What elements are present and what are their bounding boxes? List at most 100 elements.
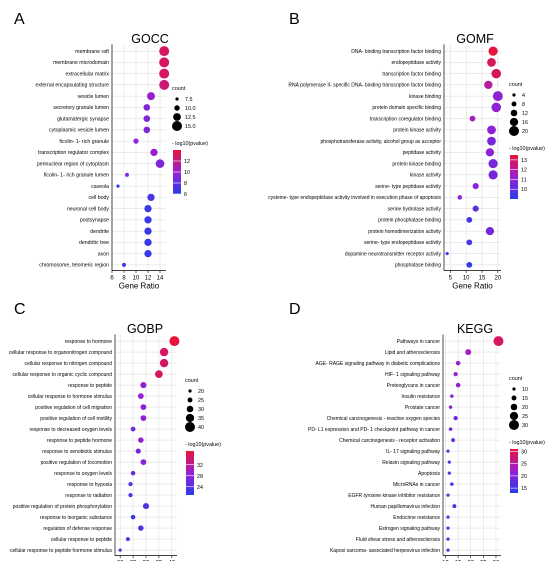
data-point bbox=[130, 426, 136, 432]
category-label: protein domain specific binding bbox=[372, 105, 441, 111]
size-legend-dot bbox=[186, 405, 194, 413]
data-point bbox=[159, 347, 169, 357]
category-label: dendrite bbox=[90, 229, 109, 235]
category-label: secretory granule lumen bbox=[53, 105, 109, 111]
category-label: response to peptide bbox=[68, 383, 112, 389]
category-label: Chemical carcinogenesis - reactive oxyge… bbox=[327, 416, 441, 422]
data-point bbox=[450, 482, 454, 486]
data-point bbox=[466, 217, 473, 223]
data-point bbox=[446, 537, 450, 541]
category-label: protein kinase activity bbox=[393, 128, 441, 134]
data-point bbox=[147, 92, 155, 101]
x-tick-label: 15 bbox=[479, 276, 486, 282]
data-point bbox=[140, 404, 147, 410]
data-point bbox=[453, 371, 458, 377]
data-point bbox=[150, 148, 158, 157]
data-point bbox=[140, 415, 147, 421]
size-legend-dot bbox=[509, 126, 519, 136]
data-point bbox=[492, 91, 503, 102]
category-label: PD- L1 expression and PD- 1 checkpoint p… bbox=[308, 427, 440, 433]
size-legend-dot bbox=[512, 387, 516, 391]
category-label: dopamine neurotransmitter receptor activ… bbox=[345, 251, 442, 257]
category-label: response to inorganic substance bbox=[40, 515, 112, 521]
data-point bbox=[159, 68, 170, 79]
color-legend-bar bbox=[510, 155, 518, 199]
panel-letter: D bbox=[289, 301, 301, 318]
x-tick-label: 6 bbox=[110, 276, 114, 282]
data-point bbox=[448, 405, 453, 409]
data-point bbox=[446, 526, 450, 530]
category-label: protein kinase binding bbox=[392, 161, 441, 167]
chart-title: GOMF bbox=[456, 32, 494, 46]
size-legend-label: 20 bbox=[522, 129, 528, 135]
category-label: transcription factor binding bbox=[382, 71, 441, 77]
category-label: membrane microdomain bbox=[53, 60, 109, 66]
data-point bbox=[466, 262, 473, 268]
data-point bbox=[450, 394, 454, 398]
size-legend-dot bbox=[511, 101, 517, 107]
color-legend-label: 28 bbox=[197, 474, 203, 480]
category-label: cellular response to hormone stimulus bbox=[28, 394, 113, 400]
category-label: RNA polymerase II- specific DNA- binding… bbox=[288, 83, 441, 89]
category-label: kinase binding bbox=[409, 94, 441, 100]
data-point bbox=[144, 204, 152, 213]
data-point bbox=[159, 57, 170, 68]
data-point bbox=[125, 172, 129, 177]
data-point bbox=[138, 437, 144, 443]
color-legend-label: 13 bbox=[521, 158, 527, 164]
color-legend-label: 8 bbox=[184, 181, 187, 187]
size-legend-label: 35 bbox=[198, 416, 204, 422]
category-label: transcription regulator complex bbox=[38, 150, 109, 156]
size-legend-label: 8 bbox=[522, 102, 525, 108]
data-point bbox=[446, 493, 450, 497]
color-legend-label: 25 bbox=[521, 462, 527, 468]
size-legend-dot bbox=[509, 411, 519, 421]
color-legend-title: - log10(pvalue) bbox=[509, 440, 545, 446]
size-legend-label: 30 bbox=[522, 423, 528, 429]
data-point bbox=[491, 68, 502, 79]
data-point bbox=[144, 249, 152, 258]
data-point bbox=[472, 205, 479, 212]
panel-gocc: A GOCC membrane raft membrane microdomain ex… bbox=[14, 11, 208, 291]
data-point bbox=[455, 382, 461, 388]
category-label: serine- type endopeptidase activity bbox=[364, 240, 441, 246]
category-label: external encapsulating structure bbox=[35, 83, 109, 89]
color-legend-title: - log10(pvalue) bbox=[509, 146, 545, 152]
data-point bbox=[447, 471, 451, 475]
data-point bbox=[147, 193, 155, 202]
category-label: vesicle lumen bbox=[78, 94, 110, 100]
category-label: regulation of defense response bbox=[43, 526, 112, 532]
color-legend-label: 15 bbox=[521, 486, 527, 492]
data-point bbox=[493, 336, 504, 347]
size-legend-label: 4 bbox=[522, 93, 525, 99]
data-point bbox=[155, 370, 163, 378]
size-legend-dot bbox=[188, 389, 192, 393]
category-label: positive regulation of cell motility bbox=[40, 416, 112, 422]
x-tick-label: 20 bbox=[494, 276, 501, 282]
size-legend-label: 12 bbox=[522, 111, 528, 117]
category-label: response to oxygen levels bbox=[54, 471, 112, 477]
size-legend-title: count bbox=[509, 82, 523, 88]
category-label: phosphatase binding bbox=[395, 263, 441, 269]
category-label: extracellular matrix bbox=[65, 71, 109, 77]
color-legend-bar bbox=[186, 451, 194, 495]
category-label: HIF- 1 signaling pathway bbox=[385, 372, 441, 378]
category-label: MicroRNAs in cancer bbox=[393, 482, 440, 488]
category-label: Lipid and atherosclerosis bbox=[385, 350, 441, 356]
data-point bbox=[448, 427, 453, 431]
color-legend-title: - log10(pvalue) bbox=[185, 442, 221, 448]
data-point bbox=[487, 58, 496, 67]
category-label: ficolin- 1- rich granule lumen bbox=[44, 173, 109, 179]
size-legend-label: 20 bbox=[198, 389, 204, 395]
color-legend-label: 32 bbox=[197, 463, 203, 469]
x-tick-label: 14 bbox=[157, 276, 164, 282]
category-label: Endocrine resistance bbox=[393, 515, 440, 521]
category-label: perinuclear region of cytoplasm bbox=[37, 161, 109, 167]
data-point bbox=[446, 548, 450, 552]
data-point bbox=[452, 504, 457, 509]
size-legend-dot bbox=[175, 97, 179, 101]
category-label: postsynapse bbox=[80, 218, 109, 224]
data-point bbox=[144, 227, 152, 235]
size-legend-title: count bbox=[172, 86, 186, 92]
size-legend-label: 10 bbox=[522, 387, 528, 393]
